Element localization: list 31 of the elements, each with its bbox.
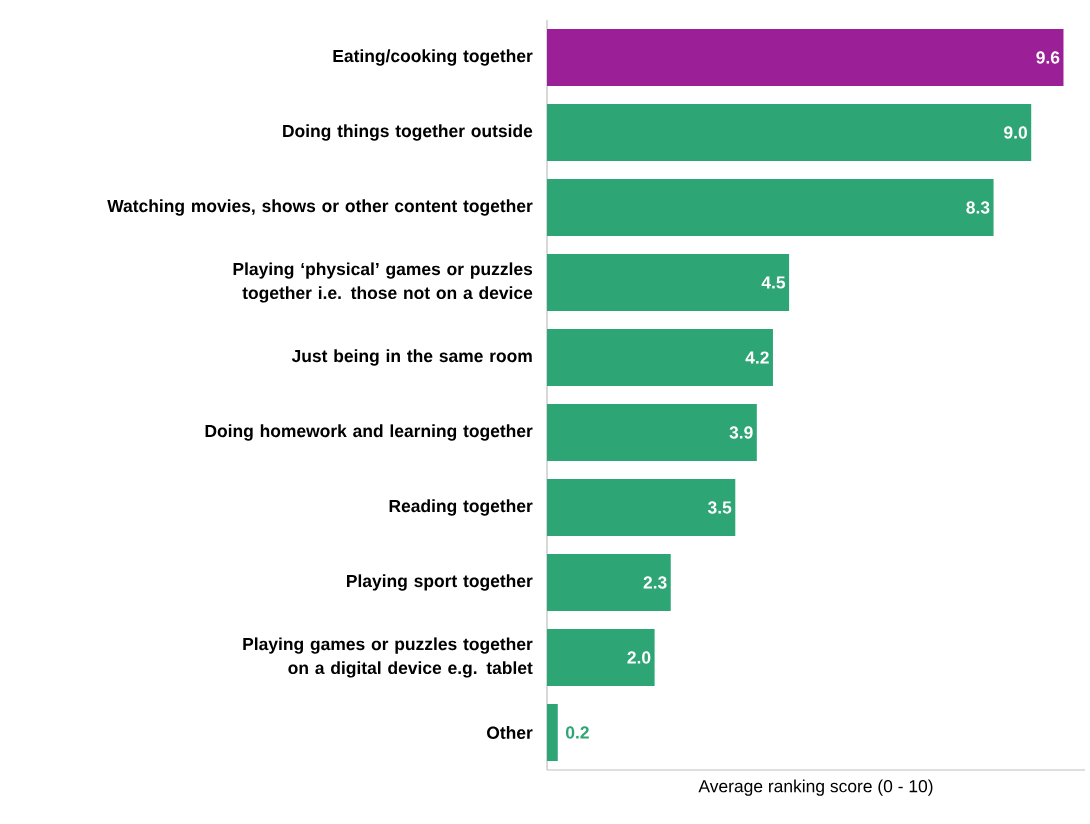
y-tick-label: Watching movies, shows or other content together bbox=[107, 199, 533, 216]
data-label: 4.2 bbox=[745, 351, 769, 364]
y-tick-label: Other bbox=[487, 726, 533, 739]
y-tick-label: Doing things together outside bbox=[283, 124, 533, 141]
bar bbox=[547, 479, 736, 537]
data-label: 0.2 bbox=[565, 726, 589, 739]
data-label: 2.0 bbox=[627, 651, 651, 664]
data-label: 9.0 bbox=[1004, 126, 1027, 139]
data-label: 9.6 bbox=[1036, 51, 1060, 64]
bar bbox=[547, 554, 671, 612]
bar bbox=[547, 329, 773, 387]
y-tick-label: Eating/cooking together bbox=[333, 49, 533, 66]
bar bbox=[547, 179, 994, 236]
bar bbox=[547, 254, 790, 311]
bar bbox=[547, 404, 757, 462]
x-axis-title: Average ranking score (0 - 10) bbox=[698, 779, 933, 796]
bar bbox=[547, 104, 1032, 161]
y-tick-label: Reading together bbox=[389, 499, 533, 516]
y-tick-label: Playing sport together bbox=[347, 574, 533, 591]
data-label: 3.5 bbox=[707, 501, 732, 514]
y-tick-label: Just being in the same room bbox=[291, 349, 532, 366]
bar bbox=[547, 704, 558, 762]
data-label: 3.9 bbox=[729, 426, 753, 439]
y-tick-label: Playing games or puzzles together on a digital device e.g. tablet bbox=[243, 637, 533, 678]
data-label: 4.5 bbox=[761, 276, 786, 289]
bar bbox=[547, 29, 1064, 86]
data-label: 2.3 bbox=[643, 576, 667, 589]
bar bbox=[547, 629, 655, 687]
y-tick-label: Playing ‘physical’ games or puzzles together i.e. those not on a device bbox=[233, 262, 533, 303]
y-tick-label: Doing homework and learning together bbox=[205, 424, 533, 441]
data-label: 8.3 bbox=[966, 201, 990, 214]
